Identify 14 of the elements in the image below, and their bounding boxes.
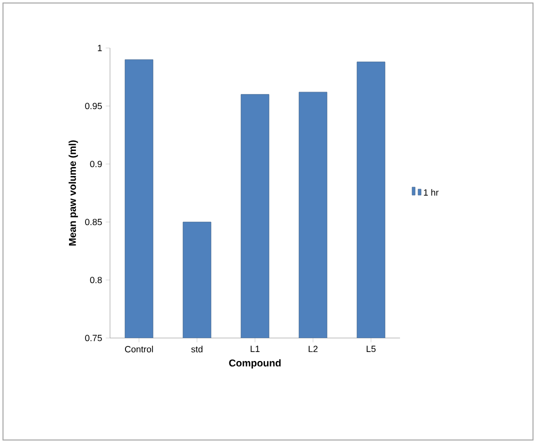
- x-tick-label: L2: [308, 346, 318, 352]
- x-tick-label: L1: [250, 346, 260, 352]
- y-tick-label: 0.9: [90, 160, 102, 168]
- y-tick-label: 1: [98, 44, 102, 52]
- legend-label: 1 hr: [424, 189, 439, 196]
- y-tick-label: 0.8: [90, 276, 102, 284]
- x-tick-label: L5: [366, 346, 376, 352]
- y-tick-label: 0.75: [85, 334, 102, 342]
- x-tick-label: Control: [125, 346, 153, 352]
- y-tick-label: 0.95: [85, 102, 102, 110]
- x-axis-title: Compound: [229, 359, 281, 368]
- y-axis-title: Mean paw volume (ml): [68, 140, 78, 246]
- x-tick-label: std: [191, 346, 202, 352]
- y-tick-label: 0.85: [85, 218, 102, 226]
